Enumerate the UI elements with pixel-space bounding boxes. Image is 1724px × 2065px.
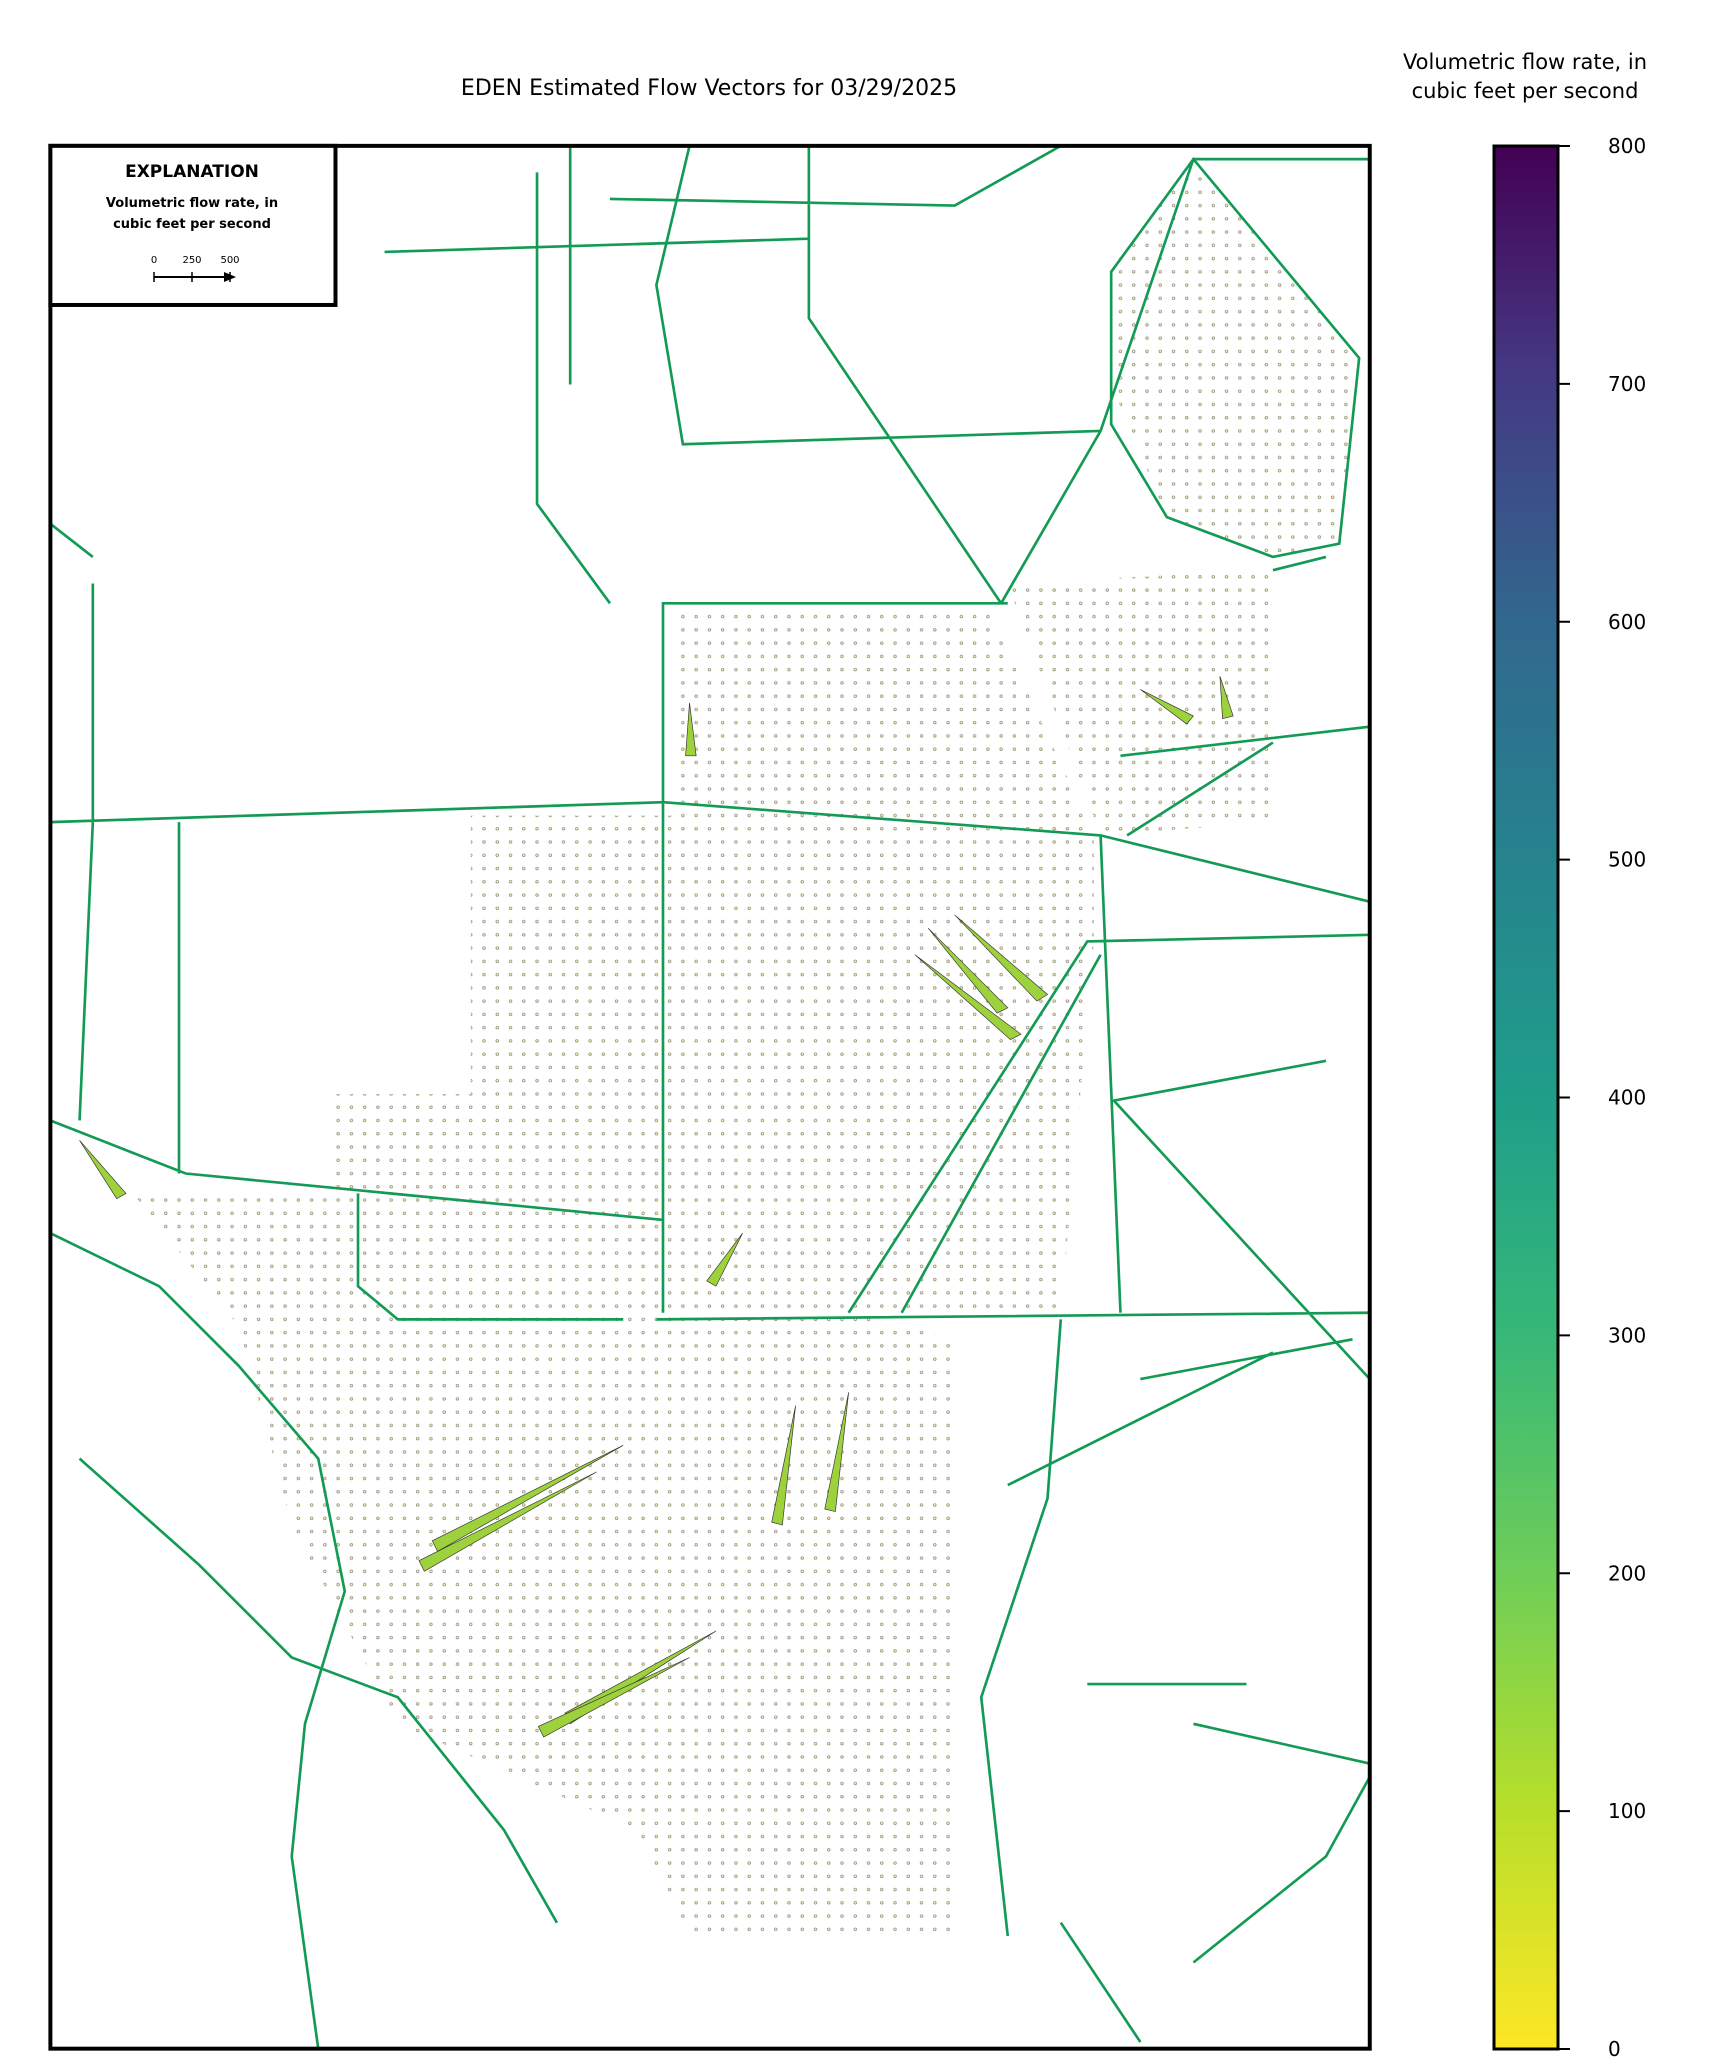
map-title: EDEN Estimated Flow Vectors for 03/29/20… [461, 76, 957, 101]
colorbar-tick-label: 800 [1608, 134, 1646, 158]
colorbar-tick-label: 700 [1608, 372, 1646, 396]
map-features [48, 143, 1372, 2051]
legend-scale-label: 0 [151, 255, 157, 266]
colorbar-tick-label: 500 [1608, 848, 1646, 872]
colorbar-scale [1492, 144, 1560, 2051]
colorbar-tick-label: 0 [1608, 2037, 1621, 2061]
flow-vectors [79, 676, 1234, 1738]
legend: EXPLANATION Volumetric flow rate, in cub… [106, 162, 278, 282]
legend-title: EXPLANATION [125, 162, 259, 182]
legend-scale-label: 500 [220, 255, 239, 266]
colorbar-label: Volumetric flow rate, in [1403, 50, 1647, 74]
colorbar-tick-label: 300 [1608, 1323, 1646, 1347]
legend-label: cubic feet per second [113, 217, 271, 232]
colorbar-tick-label: 200 [1608, 1561, 1646, 1585]
colorbar-label: cubic feet per second [1412, 79, 1639, 103]
map: EXPLANATION Volumetric flow rate, in cub… [48, 143, 1372, 2051]
colorbar: Volumetric flow rate, in cubic feet per … [1403, 50, 1647, 2061]
colorbar-tick-label: 600 [1608, 610, 1646, 634]
colorbar-tick-label: 400 [1608, 1086, 1646, 1110]
legend-scale-label: 250 [182, 255, 201, 266]
colorbar-tick-label: 100 [1608, 1799, 1646, 1823]
legend-label: Volumetric flow rate, in [106, 196, 278, 211]
legend-box [48, 143, 338, 307]
